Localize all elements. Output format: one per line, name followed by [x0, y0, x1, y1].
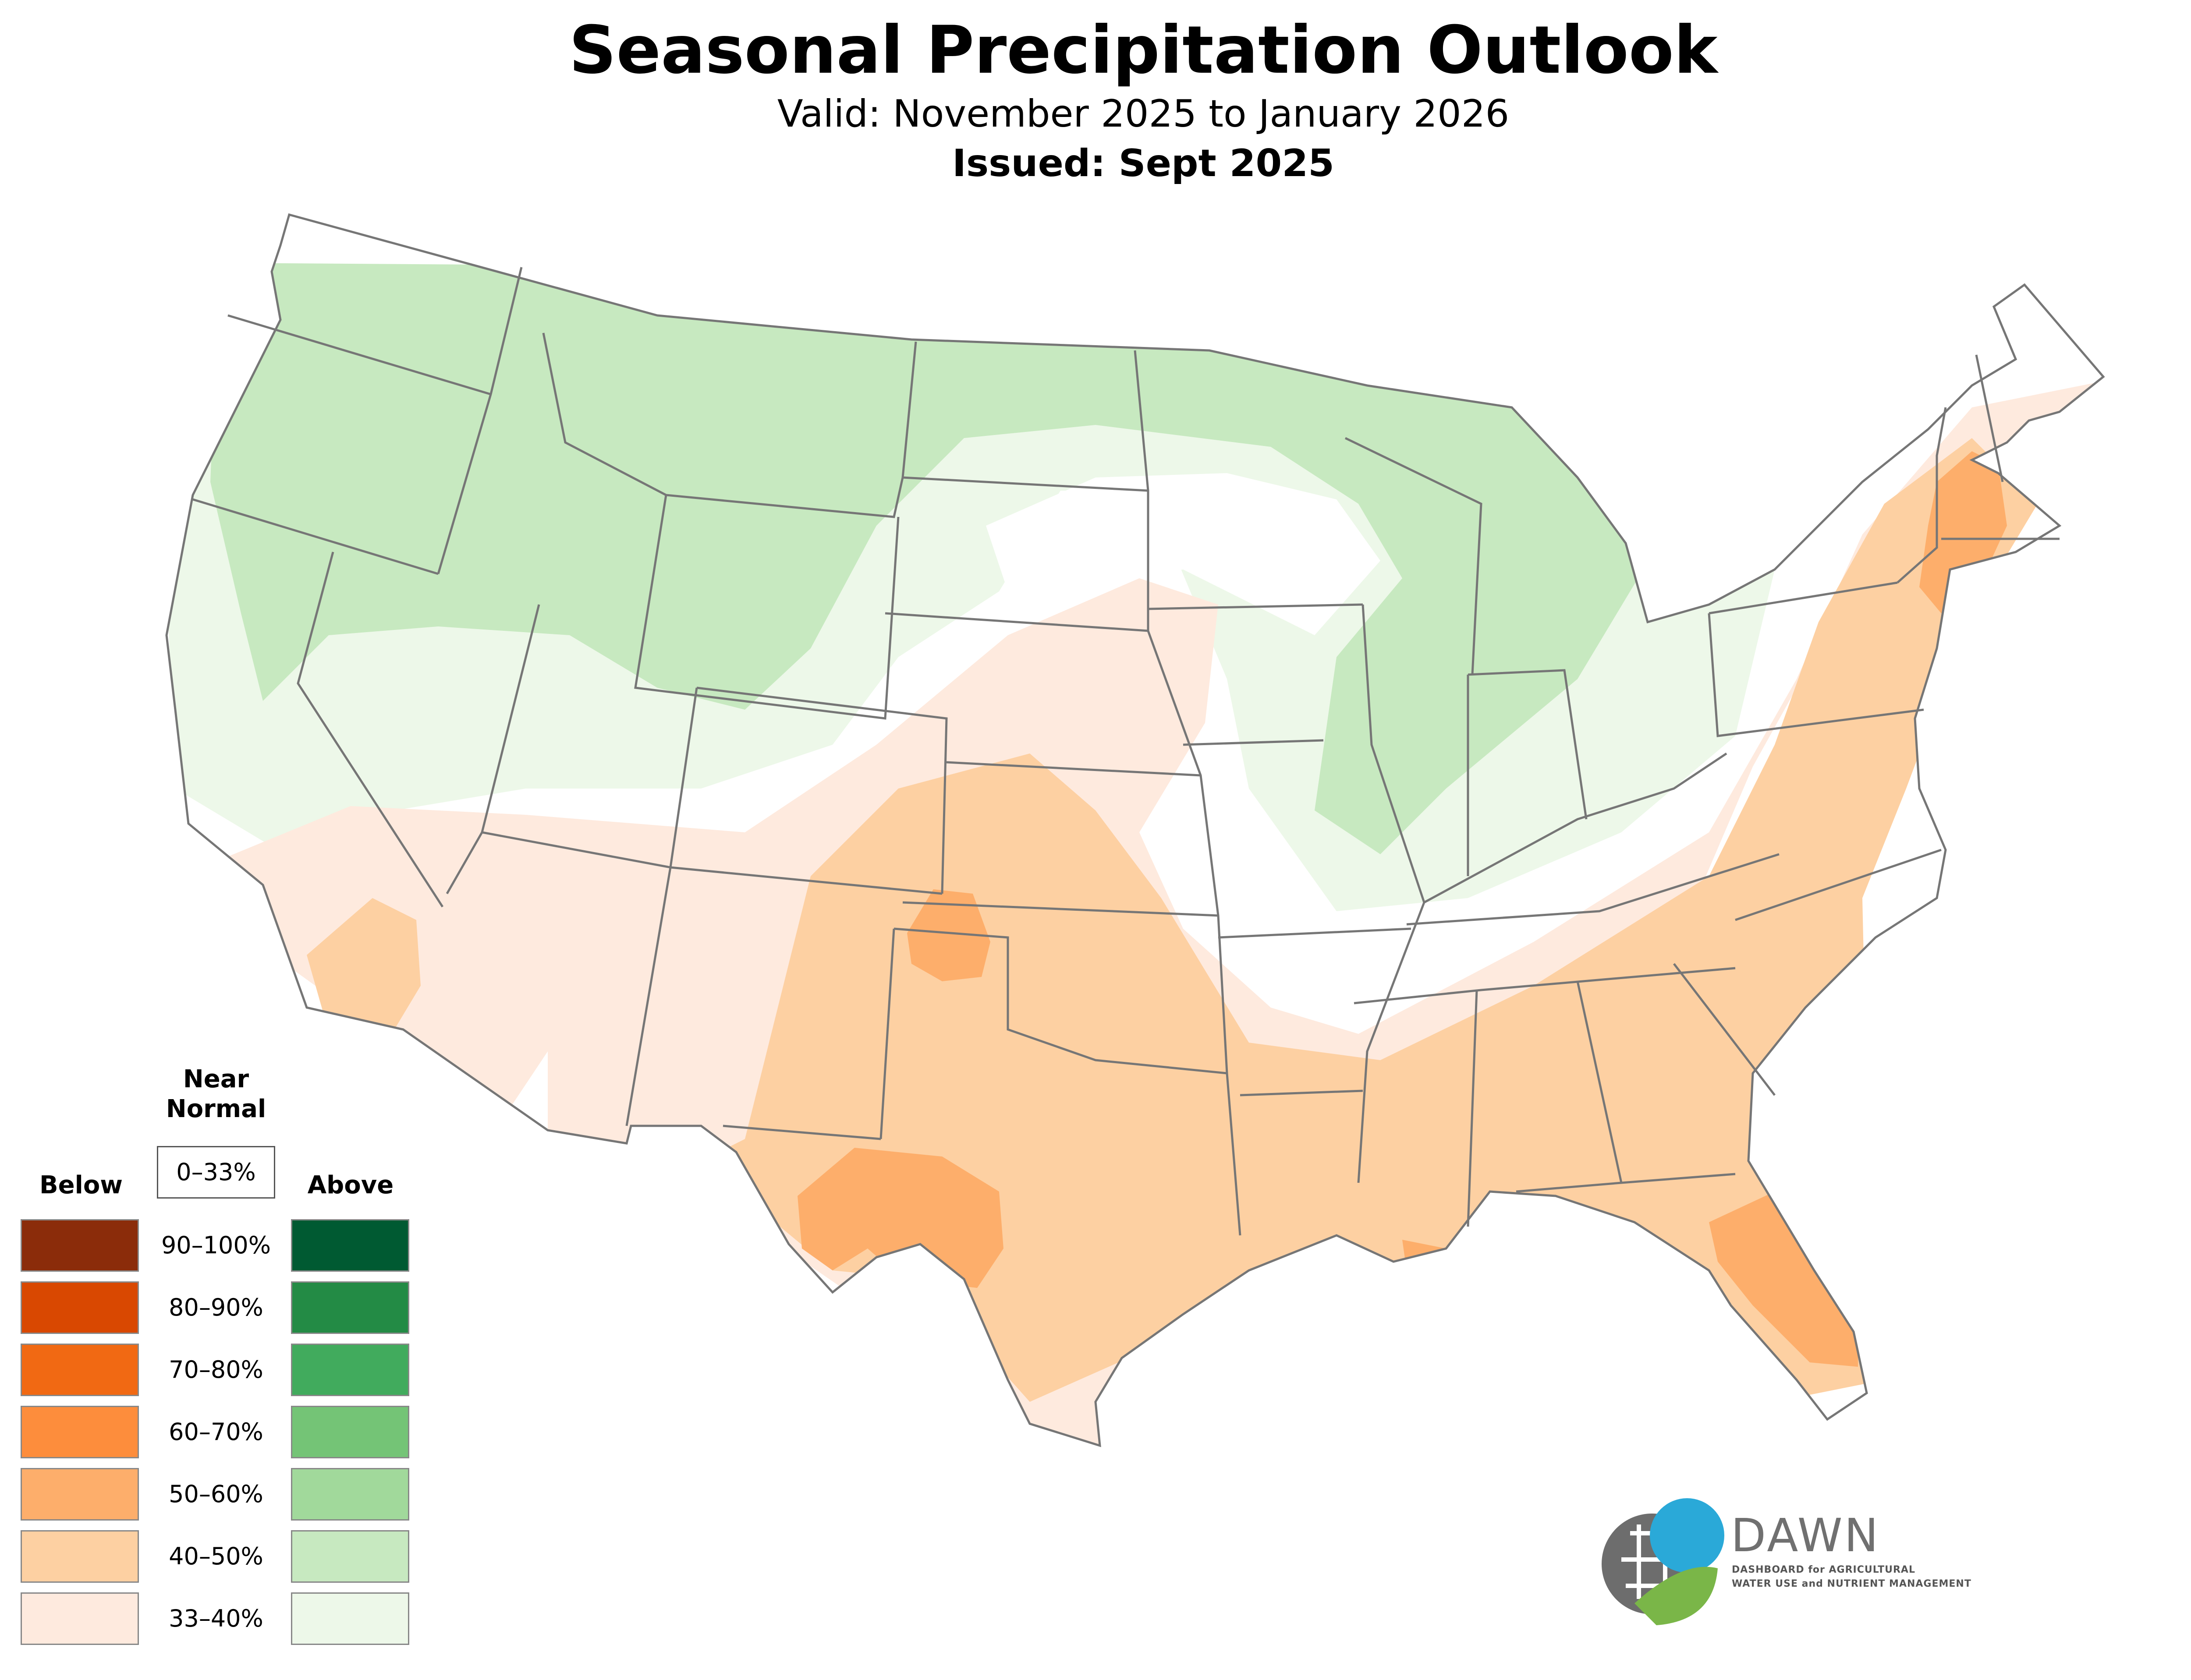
legend-near-normal-title: Near Normal — [150, 1065, 282, 1124]
dawn-logo-tagline-2: WATER USE and NUTRIENT MANAGEMENT — [1732, 1578, 1971, 1589]
legend-above-swatch-40-50 — [291, 1530, 409, 1583]
valid-period: Valid: November 2025 to January 2026 — [777, 92, 1510, 136]
border-ky-tn — [1406, 853, 1780, 926]
below-50-60-panhandle — [907, 889, 990, 981]
legend-below-swatch-80-90 — [21, 1281, 139, 1334]
border-wi-mi — [1344, 437, 1482, 675]
border-ia-mo — [1183, 739, 1324, 746]
border-plains-east — [1134, 350, 1241, 1236]
legend-near-title-line1: Near — [183, 1065, 249, 1093]
above-40-50-north — [210, 263, 1643, 854]
border-az-nm — [625, 867, 672, 1126]
border-id-west — [437, 267, 523, 574]
border-wa-or — [227, 314, 491, 396]
legend-near-title-line2: Normal — [166, 1095, 266, 1123]
border-mn-ia — [1148, 603, 1363, 610]
legend-below-swatch-33-40 — [21, 1592, 139, 1645]
legend-below-swatch-70-80 — [21, 1344, 139, 1396]
border-ga-sc — [1673, 963, 1776, 1096]
border-wy — [634, 495, 900, 720]
dawn-logo-wordmark: DAWN — [1731, 1509, 1880, 1562]
dawn-logo-tagline-1: DASHBOARD for AGRICULTURAL — [1732, 1564, 1915, 1575]
border-ks-ok — [902, 901, 1219, 917]
border-ar-la — [1240, 1089, 1363, 1096]
issued-date: Issued: Sept 2025 — [952, 141, 1335, 185]
border-ne-ks — [946, 761, 1201, 777]
legend-below-swatch-90-100 — [21, 1219, 139, 1272]
legend-range-80-90: 80–90% — [169, 1294, 263, 1321]
border-nc-va — [1735, 849, 1942, 921]
state-borders — [167, 215, 2103, 1446]
border-nd-sd — [902, 476, 1149, 492]
border-mt-east — [901, 341, 917, 478]
border-ca-nv — [297, 552, 444, 908]
map-title: Seasonal Precipitation Outlook — [569, 12, 1718, 88]
legend-range-33-40: 33–40% — [169, 1605, 263, 1632]
legend-above-swatch-50-60 — [291, 1468, 409, 1521]
legend-range-50-60: 50–60% — [169, 1480, 263, 1508]
border-or-south — [192, 498, 439, 575]
border-co — [669, 686, 948, 894]
logo-blue-drop — [1650, 1498, 1724, 1573]
legend-range-40-50: 40–50% — [169, 1542, 263, 1570]
legend-below-title: Below — [39, 1171, 123, 1199]
border-ny-new-england — [1897, 407, 1947, 584]
border-me-nh — [1975, 354, 2004, 482]
border-ms-al — [1467, 981, 1623, 1227]
legend-above-swatch-60-70 — [291, 1406, 409, 1458]
legend-above-swatch-80-90 — [291, 1281, 409, 1334]
border-ok-tx — [893, 927, 1227, 1075]
near-normal-plains-gap — [986, 473, 1380, 635]
dawn-logo-mark — [1602, 1498, 1724, 1625]
border-al-fl — [1516, 1173, 1736, 1193]
legend-above-title: Above — [307, 1171, 394, 1199]
border-in — [1467, 669, 1588, 876]
legend-below-swatch-50-60 — [21, 1468, 139, 1521]
border-ohio-river — [1423, 752, 1727, 904]
legend-near-normal-box: 0–33% — [157, 1146, 275, 1199]
legend-range-70-80: 70–80% — [169, 1356, 263, 1383]
border-nm-tx — [723, 928, 895, 1140]
border-mo-ar — [1218, 927, 1411, 939]
border-sd-ne — [885, 612, 1149, 632]
logo-green-leaf — [1634, 1567, 1718, 1625]
legend-above-swatch-70-80 — [291, 1344, 409, 1396]
legend-above-swatch-90-100 — [291, 1219, 409, 1272]
border-pa — [1708, 581, 1924, 737]
below-50-60-texas — [798, 1148, 1003, 1288]
legend-above-swatch-33-40 — [291, 1592, 409, 1645]
below-50-60-florida — [1709, 1192, 1858, 1367]
legend-below-swatch-60-70 — [21, 1406, 139, 1458]
border-tn-south — [1354, 967, 1736, 1004]
legend-below-swatch-40-50 — [21, 1530, 139, 1583]
legend-range-60-70: 60–70% — [169, 1418, 263, 1446]
legend-range-90-100: 90–100% — [161, 1231, 271, 1259]
